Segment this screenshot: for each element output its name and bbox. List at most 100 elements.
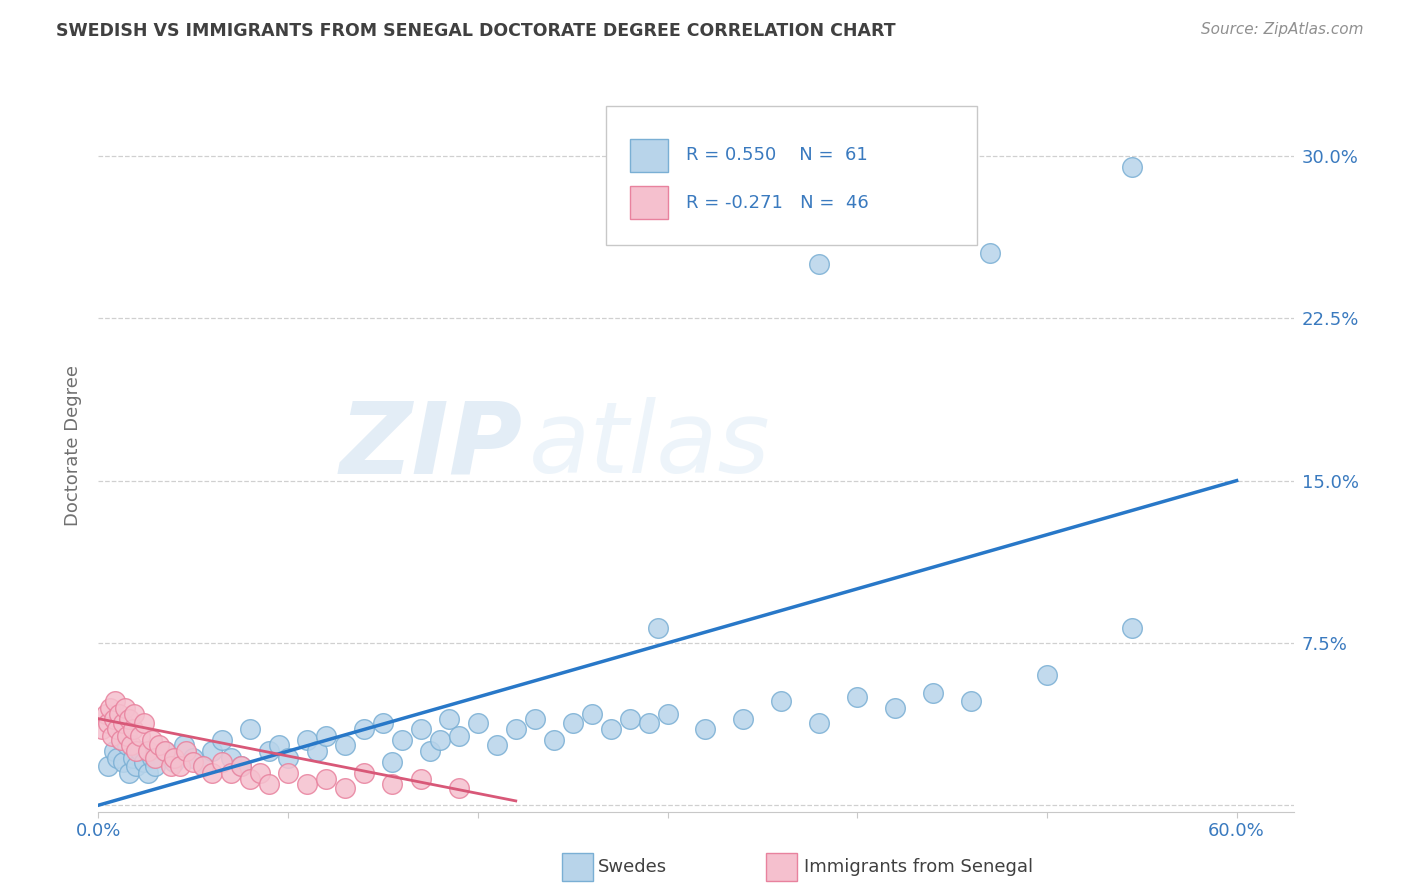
Point [211,733,233,747]
Point [105,723,128,737]
Point [191,759,214,773]
Point [219,750,242,764]
Point [153,744,176,758]
Point [114,701,136,715]
Point [129,729,152,743]
Point [125,759,148,773]
Text: Immigrants from Senegal: Immigrants from Senegal [804,858,1033,876]
Point [115,738,138,752]
Point [229,759,252,773]
Point [201,765,224,780]
Point [1036,668,1059,682]
Point [118,712,141,726]
Point [770,694,793,708]
Point [112,755,135,769]
Point [125,744,148,758]
Point [979,246,1001,260]
Point [505,723,527,737]
Text: Swedes: Swedes [598,858,666,876]
Point [141,733,163,747]
Point [581,707,603,722]
Point [543,733,565,747]
Point [257,744,280,758]
Point [163,755,186,769]
Point [381,755,404,769]
Point [267,738,290,752]
Point [94,707,117,722]
Point [295,776,318,790]
Point [305,744,328,758]
Point [353,723,375,737]
Point [201,744,224,758]
Text: atlas: atlas [529,398,770,494]
Point [121,723,143,737]
FancyBboxPatch shape [606,106,977,245]
Point [104,694,127,708]
Point [315,772,337,787]
Point [112,716,135,731]
Point [315,729,337,743]
Point [159,759,181,773]
Point [211,755,233,769]
Point [637,716,659,731]
Point [174,744,197,758]
Point [846,690,869,704]
Point [148,738,170,752]
Point [353,765,375,780]
Point [105,750,128,764]
Point [447,729,470,743]
Text: R = -0.271   N =  46: R = -0.271 N = 46 [686,194,869,211]
Point [333,738,356,752]
Point [657,707,679,722]
Point [333,780,356,795]
Point [120,738,142,752]
Point [181,755,204,769]
Point [143,759,166,773]
Point [136,765,159,780]
Point [100,729,122,743]
Point [136,744,159,758]
Point [121,750,143,764]
Point [132,755,155,769]
Y-axis label: Doctorate Degree: Doctorate Degree [63,366,82,526]
Point [97,759,120,773]
Point [409,772,432,787]
Point [647,621,669,635]
Point [239,723,262,737]
Point [295,733,318,747]
Point [153,744,176,758]
Point [733,712,755,726]
Point [115,729,138,743]
Point [108,707,131,722]
Point [163,750,186,764]
Point [103,744,125,758]
Point [97,716,120,731]
Point [257,776,280,790]
Point [110,733,132,747]
Point [808,257,831,271]
Point [239,772,262,787]
Point [124,707,146,722]
FancyBboxPatch shape [630,186,668,219]
Point [277,750,299,764]
Point [409,723,432,737]
Point [141,750,163,764]
Point [922,686,945,700]
Point [219,765,242,780]
Point [439,712,461,726]
Point [143,750,166,764]
Point [960,694,983,708]
Point [391,733,413,747]
Point [808,716,831,731]
Point [169,759,191,773]
Point [429,733,451,747]
Point [110,733,132,747]
Point [249,765,271,780]
Point [695,723,717,737]
Point [191,759,214,773]
Point [884,701,907,715]
Point [132,716,155,731]
Point [98,701,121,715]
Point [419,744,441,758]
Point [1121,621,1143,635]
